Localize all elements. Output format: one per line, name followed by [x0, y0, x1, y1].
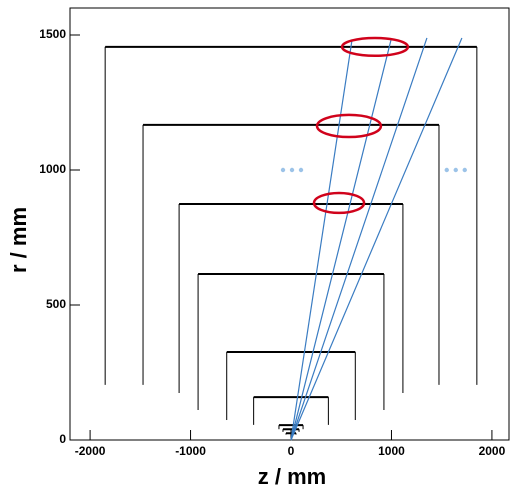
y-tick-label: 1000: [39, 162, 66, 176]
highlight-ellipse: [340, 36, 410, 58]
ellipsis-dot: [289, 167, 295, 173]
plot-frame: [69, 7, 510, 441]
highlight-ellipse: [315, 113, 383, 139]
ellipsis-dot: [462, 167, 467, 173]
y-tick-label: 0: [59, 432, 66, 446]
track: [290, 37, 428, 441]
x-tick-label: 0: [288, 444, 295, 458]
x-tick-label: -2000: [75, 444, 106, 458]
highlight-ellipse: [312, 191, 366, 215]
x-tick-label: 1000: [378, 444, 405, 458]
ellipsis-dot: [298, 167, 304, 173]
track: [290, 37, 463, 441]
x-axis-label: z / mm: [258, 464, 326, 489]
ellipsis-dot: [280, 167, 286, 173]
x-tick-label: -1000: [175, 444, 206, 458]
ellipsis-dot: [453, 167, 458, 173]
x-tick-label: 2000: [479, 444, 506, 458]
track: [290, 39, 392, 441]
track: [290, 40, 353, 441]
ellipsis-dot: [444, 167, 449, 173]
y-tick-label: 500: [46, 297, 66, 311]
y-axis-label: r / mm: [6, 207, 31, 273]
y-tick-label: 1500: [39, 27, 66, 41]
